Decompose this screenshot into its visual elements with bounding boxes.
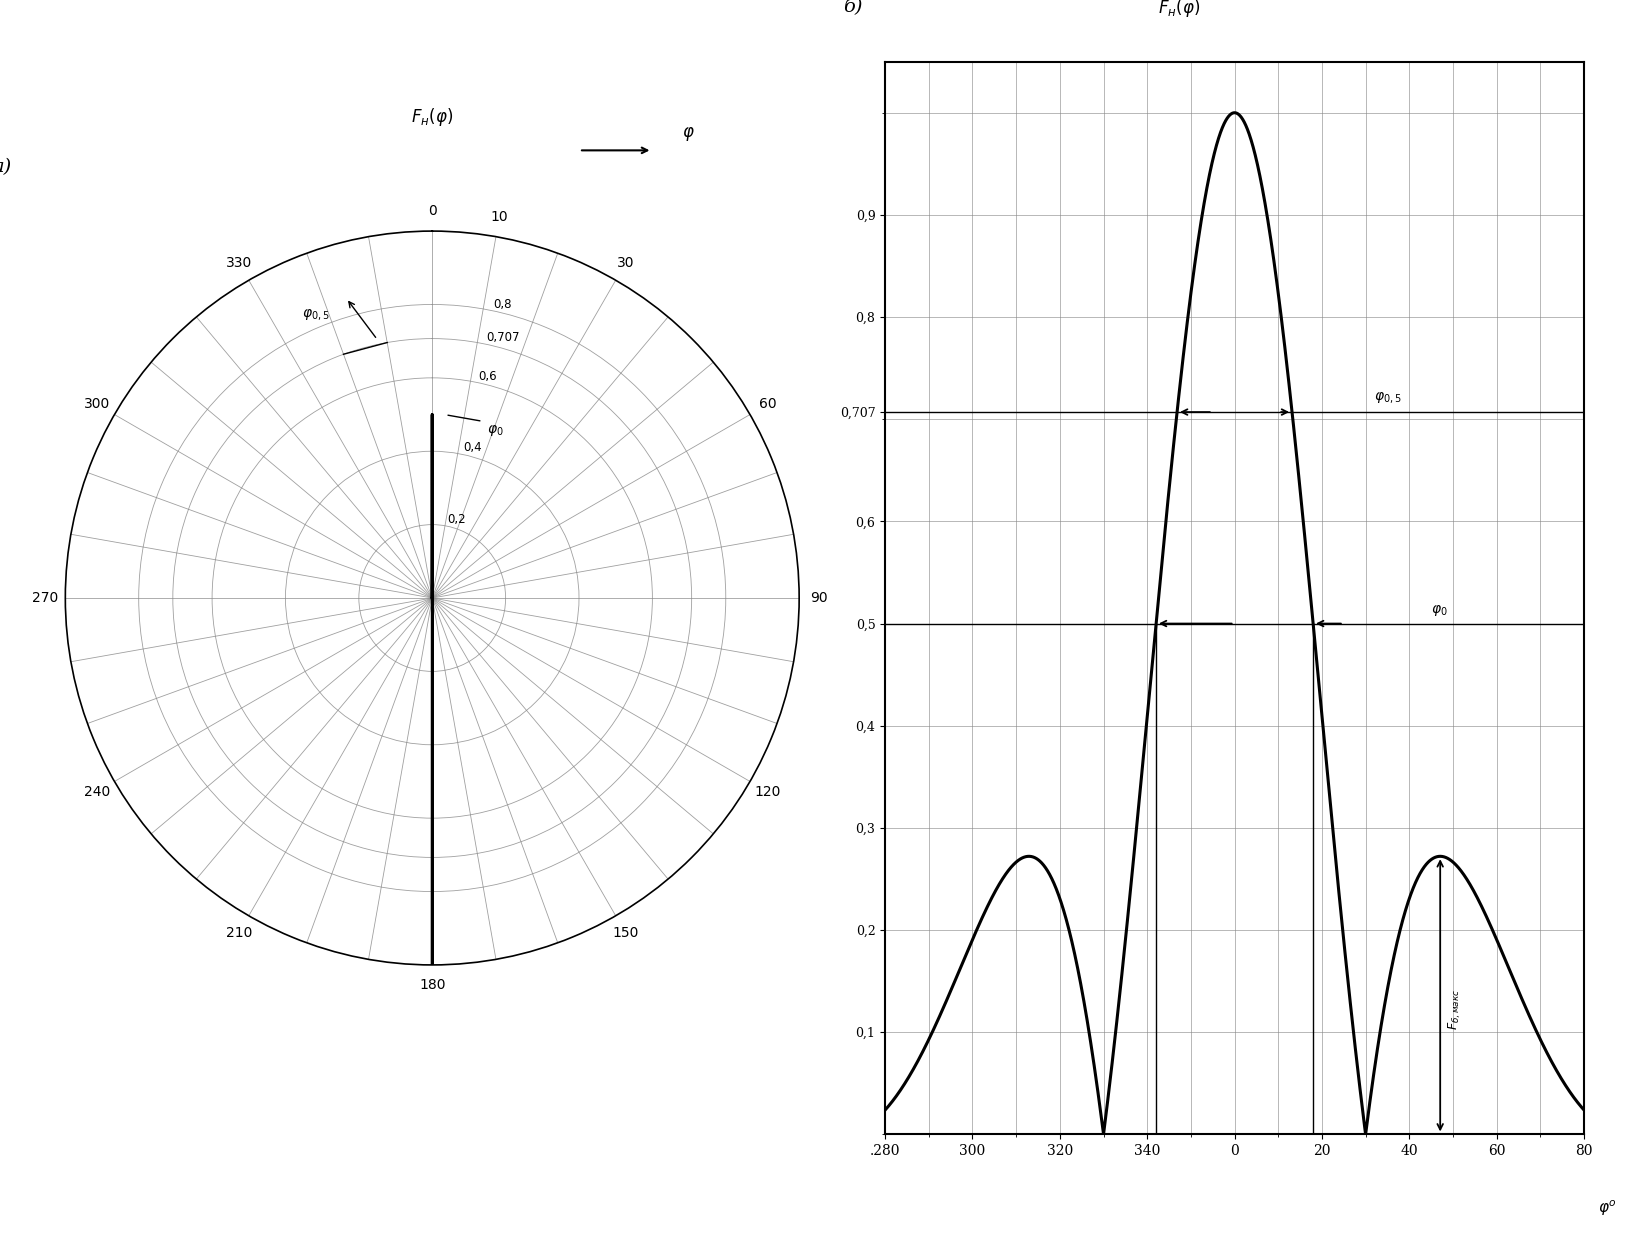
Text: $\varphi$: $\varphi$ bbox=[681, 125, 694, 143]
Text: $F_н(\varphi)$: $F_н(\varphi)$ bbox=[1157, 0, 1200, 18]
Text: а): а) bbox=[0, 158, 11, 176]
Text: $\varphi_0$: $\varphi_0$ bbox=[1430, 603, 1448, 618]
Text: б): б) bbox=[842, 0, 862, 15]
Text: $F_н(\varphi)$: $F_н(\varphi)$ bbox=[411, 106, 454, 128]
Text: $F_{б,макс}$: $F_{б,макс}$ bbox=[1446, 989, 1462, 1030]
Text: $\varphi_{0,5}$: $\varphi_{0,5}$ bbox=[302, 308, 330, 323]
Text: $\varphi_{0,5}$: $\varphi_{0,5}$ bbox=[1374, 391, 1402, 406]
Text: $\varphi^о$: $\varphi^о$ bbox=[1598, 1198, 1616, 1218]
Text: $\varphi_0$: $\varphi_0$ bbox=[486, 423, 503, 438]
